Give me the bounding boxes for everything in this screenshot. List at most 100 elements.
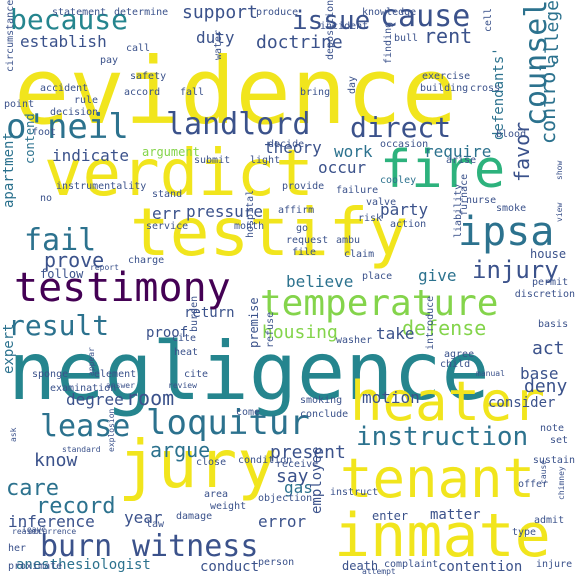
word: standard: [62, 445, 101, 454]
word: apartment: [1, 132, 17, 208]
word: occasion: [380, 139, 429, 150]
word: argument: [142, 145, 200, 159]
word: safety: [130, 71, 167, 82]
word: degree: [66, 390, 124, 409]
word: heat: [174, 347, 199, 358]
word: stand: [152, 189, 183, 200]
word: heater: [350, 370, 546, 433]
word: blood: [496, 129, 527, 140]
word: complaint: [384, 559, 439, 570]
word: require: [424, 142, 492, 161]
word: smoke: [496, 203, 527, 214]
word: submit: [194, 155, 231, 166]
word: ambu: [336, 235, 361, 246]
word: control: [536, 59, 560, 144]
word: area: [204, 489, 229, 500]
word: establish: [20, 32, 107, 51]
word: room: [126, 386, 175, 410]
word: come: [236, 407, 261, 418]
word: decide: [268, 139, 305, 150]
word: err: [152, 204, 181, 223]
word: pressure: [186, 202, 264, 221]
word: occur: [318, 158, 367, 177]
word: cross: [470, 83, 501, 94]
word: act: [532, 338, 565, 359]
word: service: [146, 221, 189, 232]
word: fail: [24, 223, 97, 258]
word: expert: [1, 323, 17, 374]
word: prove: [44, 248, 105, 272]
word: house: [530, 247, 567, 261]
word: permit: [532, 277, 569, 288]
word: because: [10, 3, 129, 36]
word: receive: [276, 459, 319, 470]
word: party: [380, 200, 429, 219]
word: condition: [238, 455, 293, 466]
word: fall: [180, 87, 205, 98]
word: direct: [350, 111, 452, 144]
word: bring: [300, 87, 331, 98]
word: failure: [336, 185, 379, 196]
word: law: [146, 519, 165, 530]
word: review: [168, 381, 197, 390]
word: show: [555, 160, 564, 180]
word: appear: [87, 347, 96, 376]
word: record: [36, 494, 116, 519]
word: proof: [146, 325, 189, 341]
word: fire: [380, 140, 506, 200]
word: report: [90, 263, 119, 272]
word: believe: [286, 272, 354, 291]
word: negligence: [8, 325, 490, 418]
word: day: [347, 75, 358, 94]
word: conclude: [300, 409, 349, 420]
word: risk: [358, 213, 383, 224]
word: consider: [488, 395, 556, 411]
word: work: [334, 142, 373, 161]
word: person: [258, 557, 295, 568]
word: say: [276, 466, 309, 487]
word: reason: [12, 527, 41, 536]
word: attempt: [362, 567, 396, 576]
word: hospital: [245, 189, 256, 238]
word: matter: [430, 507, 481, 523]
word: inmate: [334, 501, 551, 571]
word: weight: [210, 501, 247, 512]
word: claim: [344, 249, 375, 260]
word: month: [234, 221, 265, 232]
word: nurse: [466, 195, 497, 206]
word: jury: [118, 426, 277, 503]
word: inference: [8, 512, 95, 531]
word: water: [213, 29, 224, 60]
word: liability: [453, 183, 464, 238]
word: care: [6, 476, 59, 501]
word: ipsa: [458, 209, 555, 255]
word: verdict: [44, 137, 314, 211]
word: take: [376, 324, 415, 343]
word: refuse: [265, 311, 276, 348]
word: smoking: [300, 395, 343, 406]
word: charge: [128, 255, 165, 266]
word: proximate: [8, 561, 63, 572]
word: deposition: [325, 0, 336, 61]
word: year: [124, 508, 163, 527]
word: tenant: [340, 447, 536, 510]
word: child: [440, 359, 471, 370]
word: light: [250, 155, 281, 166]
word: allege: [542, 0, 563, 66]
word: death: [342, 559, 379, 573]
word: valve: [366, 197, 397, 208]
word: place: [362, 271, 393, 282]
word: admit: [534, 515, 565, 526]
word: type: [512, 527, 537, 538]
word: witness: [132, 529, 259, 564]
word: gas: [284, 478, 313, 497]
word: action: [390, 219, 427, 230]
word: cell: [483, 7, 494, 32]
word: indicate: [52, 146, 130, 165]
word: exercise: [422, 71, 471, 82]
word: close: [196, 457, 227, 468]
word: determine: [114, 7, 169, 18]
word: provide: [282, 181, 325, 192]
word: deny: [524, 376, 568, 397]
